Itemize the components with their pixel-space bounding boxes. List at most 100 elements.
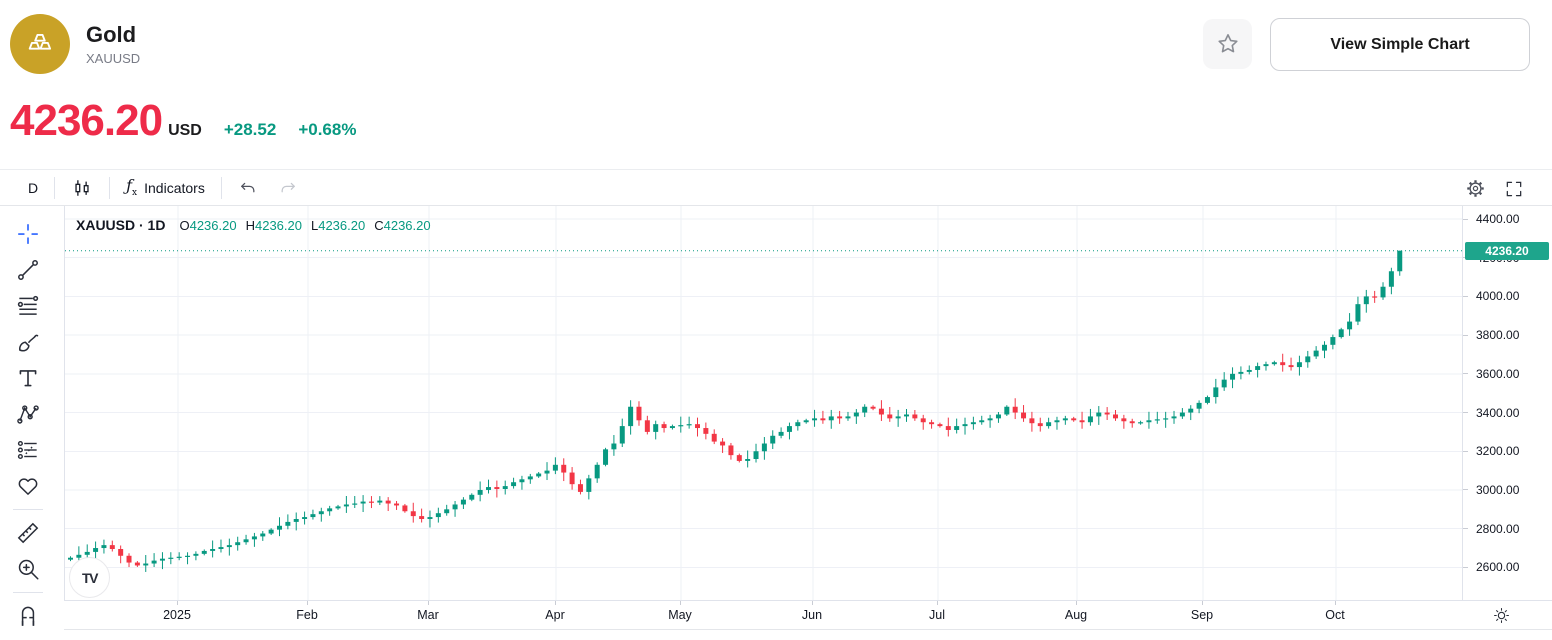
magnet-icon xyxy=(21,606,35,626)
y-axis-tick xyxy=(1463,412,1468,414)
y-axis-tick xyxy=(1463,450,1468,452)
ohlc-o: O4236.20 xyxy=(179,218,237,233)
star-icon xyxy=(1217,34,1238,53)
x-axis-tick xyxy=(812,601,813,605)
toolbar-separator xyxy=(220,176,222,199)
view-simple-chart-label: View Simple Chart xyxy=(1330,35,1470,53)
y-axis-tick xyxy=(1463,528,1468,530)
axis-settings-button[interactable] xyxy=(1492,606,1511,625)
tradingview-watermark[interactable]: TV xyxy=(69,557,110,598)
redo-icon xyxy=(281,182,295,192)
x-axis-label: Mar xyxy=(417,608,439,622)
x-axis-label: Sep xyxy=(1190,608,1214,622)
drawing-toolbar xyxy=(0,206,56,630)
y-axis-tick xyxy=(1463,295,1468,297)
text-tool-icon xyxy=(19,370,37,387)
y-axis-tick xyxy=(1463,489,1468,491)
y-axis-label: 3600.00 xyxy=(1476,366,1520,381)
time-axis[interactable]: 2025 Feb Mar Apr May Jun Jul Aug Sep Oct xyxy=(64,600,1552,630)
x-axis-tick xyxy=(680,601,681,605)
x-axis-label: Feb xyxy=(296,608,318,622)
x-axis-label: 2025 xyxy=(163,608,191,622)
tool-ruler[interactable] xyxy=(9,515,47,551)
xabcd-pattern-icon xyxy=(17,405,39,424)
x-axis-tick xyxy=(428,601,429,605)
x-axis-label: Jul xyxy=(929,608,945,622)
x-axis-tick xyxy=(177,601,178,605)
y-axis-label: 2800.00 xyxy=(1476,521,1520,536)
tool-trend-line[interactable] xyxy=(9,252,47,288)
tool-forecast[interactable] xyxy=(9,432,47,468)
tool-xabcd-pattern[interactable] xyxy=(9,396,47,432)
quote-row: 4236.20 USD +28.52 +0.68% xyxy=(10,96,356,146)
y-axis-label: 3800.00 xyxy=(1476,328,1520,343)
gear-icon xyxy=(1467,180,1484,197)
undo-icon xyxy=(240,182,255,192)
chart-settings-button[interactable] xyxy=(1465,178,1486,199)
y-axis-tick xyxy=(1463,566,1468,568)
tool-text[interactable] xyxy=(9,360,47,396)
y-axis-label: 2600.00 xyxy=(1476,560,1520,575)
currency-label: USD xyxy=(168,122,202,139)
fx-icon: ƒx xyxy=(126,176,138,199)
fib-retracement-icon xyxy=(17,295,39,315)
y-axis-tick xyxy=(1463,334,1468,336)
y-axis-tick xyxy=(1463,218,1468,220)
x-axis-label: Apr xyxy=(545,608,565,622)
y-axis-label: 3200.00 xyxy=(1476,444,1520,459)
page-title: Gold xyxy=(86,22,137,47)
chart-legend: XAUUSD · 1D O4236.20 H4236.20 L4236.20 C423… xyxy=(76,217,440,235)
ohlc-c: C4236.20 xyxy=(374,218,431,233)
ohlc-l: L4236.20 xyxy=(310,218,366,233)
tool-brush[interactable] xyxy=(9,324,47,360)
last-price: 4236.20 xyxy=(10,96,163,145)
gold-logo xyxy=(10,14,70,74)
chart-pane[interactable]: XAUUSD · 1D O4236.20 H4236.20 L4236.20 C423… xyxy=(64,206,1463,600)
indicators-button[interactable]: ƒx Indicators xyxy=(116,174,215,202)
legend-ohlc: O4236.20 H4236.20 L4236.20 C4236.20 xyxy=(179,217,439,235)
chart-type-button[interactable] xyxy=(61,174,103,202)
indicators-label: Indicators xyxy=(144,179,205,196)
heart-icon xyxy=(18,478,38,495)
favorite-button[interactable] xyxy=(1203,19,1252,69)
view-simple-chart-button[interactable]: View Simple Chart xyxy=(1270,18,1530,71)
x-axis-label: May xyxy=(668,608,692,622)
chart-toolbar: D ƒx Indicators xyxy=(0,169,1552,206)
tool-crosshair[interactable] xyxy=(9,216,47,252)
brush-icon xyxy=(19,334,39,352)
legend-symbol: XAUUSD · 1D xyxy=(76,217,166,233)
y-axis-label: 4000.00 xyxy=(1476,289,1520,304)
x-axis-tick xyxy=(307,601,308,605)
sidebar-divider xyxy=(13,592,43,593)
x-axis-label: Aug xyxy=(1064,608,1088,622)
redo-button[interactable] xyxy=(268,174,308,202)
sun-icon xyxy=(1494,608,1509,623)
crosshair-icon xyxy=(17,223,39,245)
candlestick-chart[interactable] xyxy=(65,206,1463,600)
x-axis-tick xyxy=(1076,601,1077,605)
x-axis-label: Oct xyxy=(1325,608,1345,622)
tradingview-logo-icon: TV xyxy=(82,569,98,586)
y-axis-label: 3400.00 xyxy=(1476,405,1520,420)
tool-zoom-in[interactable] xyxy=(9,551,47,587)
toolbar-separator xyxy=(109,176,111,199)
tool-magnet[interactable] xyxy=(9,598,47,630)
symbol-code: XAUUSD xyxy=(86,51,141,67)
x-axis-tick xyxy=(1335,601,1336,605)
sidebar-divider xyxy=(13,509,43,510)
ohlc-h: H4236.20 xyxy=(245,218,302,233)
forecast-icon xyxy=(17,440,37,460)
y-axis-label: 3000.00 xyxy=(1476,482,1520,497)
price-change-percent: +0.68% xyxy=(298,120,357,139)
zoom-in-icon xyxy=(18,559,39,580)
tool-fib-retracement[interactable] xyxy=(9,288,47,324)
candlestick-chart-icon xyxy=(75,179,89,196)
price-axis[interactable]: 4400.004200.004000.003800.003600.003400.… xyxy=(1462,206,1552,600)
trend-line-icon xyxy=(18,260,38,280)
tool-emoji[interactable] xyxy=(9,468,47,504)
fullscreen-icon xyxy=(1506,181,1522,196)
x-axis-label: Jun xyxy=(801,608,823,622)
fullscreen-button[interactable] xyxy=(1504,179,1524,199)
interval-button[interactable]: D xyxy=(18,174,48,202)
undo-button[interactable] xyxy=(228,174,268,202)
